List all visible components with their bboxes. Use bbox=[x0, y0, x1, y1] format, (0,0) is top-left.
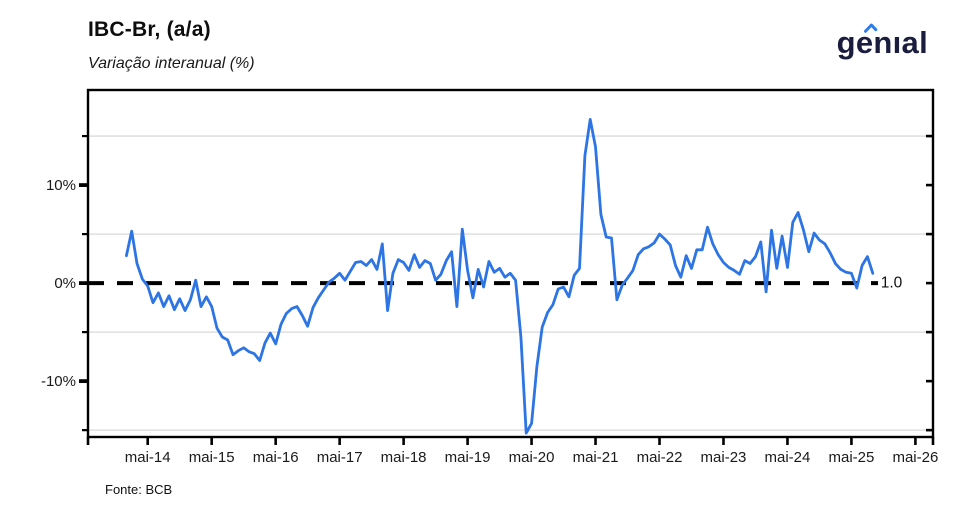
x-axis-label: mai-19 bbox=[445, 449, 491, 466]
x-axis-label: mai-14 bbox=[125, 449, 171, 466]
x-axis-label: mai-24 bbox=[765, 449, 811, 466]
chart-title: IBC-Br, (a/a) bbox=[88, 18, 211, 41]
last-value-label: 1.0 bbox=[881, 274, 903, 291]
x-axis-label: mai-17 bbox=[317, 449, 363, 466]
x-axis-label: mai-23 bbox=[701, 449, 747, 466]
y-axis-label: -10% bbox=[41, 373, 76, 390]
x-axis-label: mai-22 bbox=[637, 449, 683, 466]
x-axis-label: mai-25 bbox=[829, 449, 875, 466]
x-axis-label: mai-18 bbox=[381, 449, 427, 466]
plot-border bbox=[86, 88, 935, 439]
chart-subtitle: Variação interanual (%) bbox=[88, 55, 255, 72]
data-line bbox=[125, 118, 875, 435]
y-axis-label: 0% bbox=[54, 275, 76, 292]
source-note: Fonte: BCB bbox=[105, 482, 173, 497]
x-axis-label: mai-26 bbox=[892, 449, 938, 466]
x-axis-label: mai-20 bbox=[509, 449, 555, 466]
logo-accent-icon bbox=[863, 23, 877, 33]
x-axis-label: mai-16 bbox=[253, 449, 299, 466]
x-axis-label: mai-15 bbox=[189, 449, 235, 466]
genial-logo: genıal bbox=[837, 22, 928, 64]
x-axis-label: mai-21 bbox=[573, 449, 619, 466]
y-axis-label: 10% bbox=[46, 177, 76, 194]
logo-text: genıal bbox=[836, 25, 928, 60]
